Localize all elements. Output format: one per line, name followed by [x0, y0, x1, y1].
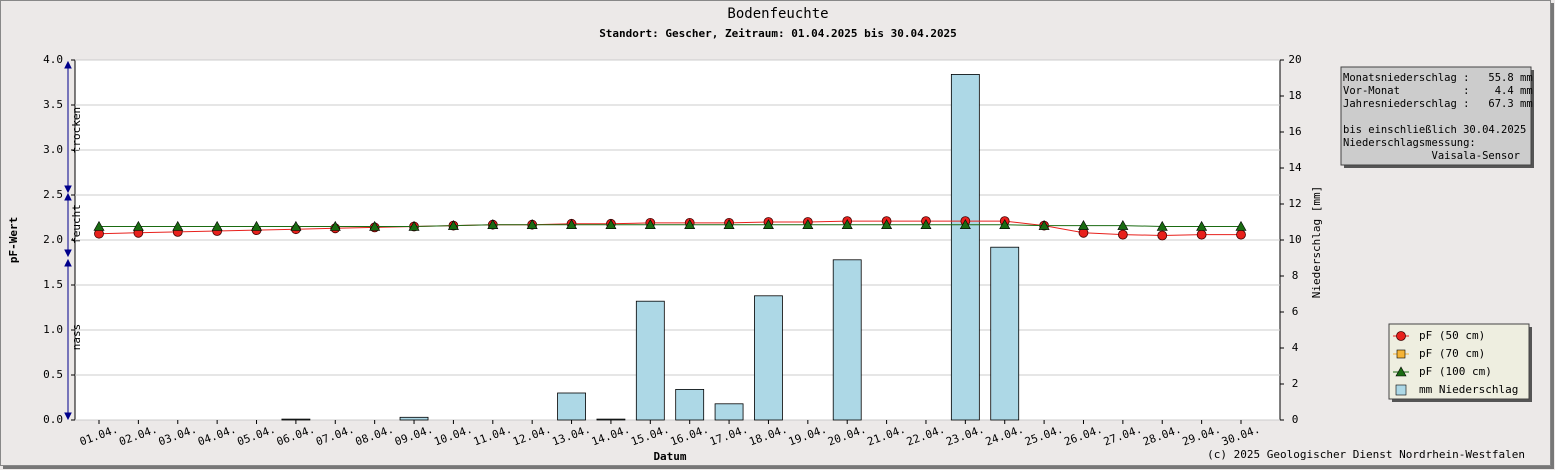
bar: [281, 418, 311, 421]
marker: [1395, 366, 1407, 377]
marker: [959, 219, 971, 229]
bar: [990, 246, 1020, 421]
info-line: Niederschlagsmessung:: [1343, 137, 1476, 149]
info-line: bis einschließlich 30.04.2025: [1343, 124, 1526, 136]
y2-tick-label: 20: [1288, 53, 1301, 66]
marker: [526, 219, 538, 229]
y-tick-label: 1.0: [43, 323, 63, 336]
y-tick-label: 2.5: [43, 188, 63, 201]
chart-title: Bodenfeuchte: [727, 6, 828, 22]
marker: [920, 219, 932, 229]
marker: [93, 220, 105, 231]
marker: [802, 219, 814, 229]
marker: [329, 220, 341, 231]
legend-label: pF (100 cm): [1419, 365, 1492, 378]
marker: [762, 219, 774, 229]
marker: [487, 219, 499, 229]
marker: [1236, 229, 1246, 240]
zone-arrows: [64, 60, 72, 421]
zone-label: feucht: [70, 204, 83, 244]
bar: [399, 416, 429, 421]
bar: [714, 403, 744, 421]
info-line: Jahresniederschlag : 67.3 mm: [1343, 98, 1533, 110]
y2-axis-label: Niederschlag [mm]: [1310, 186, 1323, 299]
y2-tick-label: 14: [1288, 161, 1302, 174]
bar: [596, 418, 626, 421]
y2-tick-label: 16: [1288, 125, 1301, 138]
y-tick-label: 2.0: [43, 233, 63, 246]
bar: [832, 259, 862, 421]
line: [99, 224, 1241, 227]
y2-tick-label: 2: [1292, 377, 1299, 390]
marker: [1157, 230, 1168, 241]
marker: [1077, 219, 1089, 230]
y-axis-label: pF-Wert: [7, 217, 20, 263]
bar: [557, 392, 586, 421]
y2-tick-label: 8: [1292, 269, 1299, 282]
zone-label: nass: [70, 324, 83, 351]
marker: [1196, 220, 1208, 231]
y2-tick-label: 4: [1292, 341, 1299, 354]
marker: [1117, 229, 1128, 240]
shadow: [1551, 3, 1554, 468]
marker: [447, 219, 459, 230]
info-box: [1340, 66, 1532, 166]
legend-swatch: [1395, 384, 1407, 396]
y2-tick-label: 6: [1292, 305, 1299, 318]
y2-tick-label: 0: [1292, 413, 1299, 426]
marker: [1396, 349, 1406, 359]
marker: [1396, 331, 1406, 341]
marker: [1235, 220, 1247, 231]
legend-label: pF (70 cm): [1419, 347, 1485, 360]
y2-tick-label: 18: [1288, 89, 1301, 102]
chart-subtitle: Standort: Gescher, Zeitraum: 01.04.2025 …: [599, 27, 957, 40]
bar: [675, 388, 705, 421]
footer: (c) 2025 Geologischer Dienst Nordrhein-W…: [1207, 448, 1525, 461]
bar: [754, 295, 783, 421]
marker: [1156, 220, 1168, 231]
marker: [999, 219, 1011, 229]
info-line: Vaisala-Sensor: [1343, 150, 1520, 162]
y-tick-label: 0.5: [43, 368, 63, 381]
y2-tick-label: 10: [1288, 233, 1301, 246]
marker: [684, 219, 696, 229]
y-tick-label: 1.5: [43, 278, 63, 291]
marker: [566, 219, 578, 229]
y-tick-label: 3.0: [43, 143, 63, 156]
y2-tick-label: 12: [1288, 197, 1301, 210]
marker: [132, 220, 144, 231]
info-line: Monatsniederschlag : 55.8 mm: [1343, 72, 1533, 84]
bar: [635, 300, 665, 421]
marker: [1196, 229, 1207, 240]
marker: [605, 219, 617, 229]
bar: [950, 74, 980, 421]
legend-label: pF (50 cm): [1419, 329, 1485, 342]
y-tick-label: 4.0: [43, 53, 63, 66]
marker: [369, 220, 381, 231]
marker: [1117, 219, 1129, 230]
marker: [172, 220, 184, 231]
marker: [290, 220, 302, 231]
marker: [644, 219, 656, 229]
marker: [723, 219, 735, 229]
marker: [841, 219, 853, 229]
y-tick-label: 3.5: [43, 98, 63, 111]
marker: [881, 219, 893, 229]
legend: [1388, 323, 1530, 400]
zone-label: trocken: [70, 107, 83, 153]
x-axis-label: Datum: [653, 450, 686, 463]
info-line: Vor-Monat : 4.4 mm: [1343, 85, 1533, 97]
shadow: [3, 466, 1554, 469]
y-tick-label: 0.0: [43, 413, 63, 426]
marker: [211, 220, 223, 231]
legend-label: mm Niederschlag: [1419, 383, 1518, 396]
marker: [408, 220, 420, 231]
line: [98, 220, 1241, 237]
marker: [251, 220, 263, 231]
marker: [1038, 219, 1050, 230]
